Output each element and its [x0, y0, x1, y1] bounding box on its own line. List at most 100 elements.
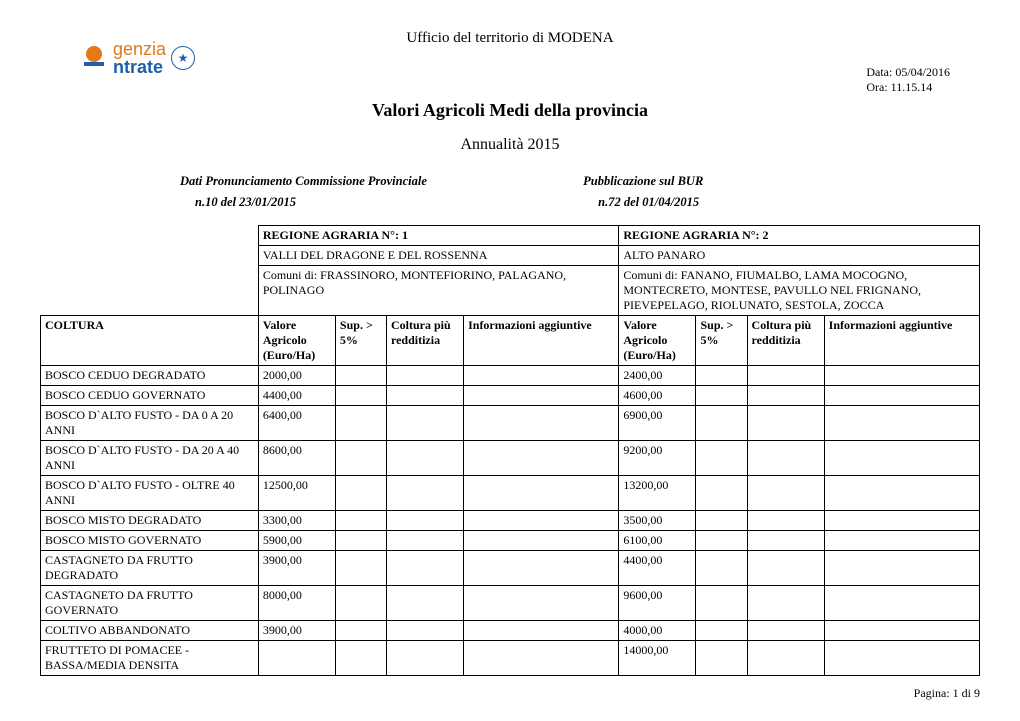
- cell-info2: [824, 511, 979, 531]
- cell-sup1: [335, 441, 386, 476]
- cell-sup2: [696, 441, 747, 476]
- cell-info1: [464, 441, 619, 476]
- cell-coltura: BOSCO D`ALTO FUSTO - DA 0 A 20 ANNI: [41, 406, 259, 441]
- cell-sup2: [696, 386, 747, 406]
- region1-name: VALLI DEL DRAGONE E DEL ROSSENNA: [258, 246, 619, 266]
- meta-right-val: n.72 del 01/04/2015: [598, 195, 699, 210]
- cell-info2: [824, 386, 979, 406]
- date-label: Data: 05/04/2016: [866, 65, 950, 80]
- cell-val2: 4400,00: [619, 551, 696, 586]
- cell-info2: [824, 476, 979, 511]
- region-num-row: REGIONE AGRARIA N°: 1 REGIONE AGRARIA N°…: [41, 226, 980, 246]
- cell-redd2: [747, 406, 824, 441]
- cell-sup1: [335, 511, 386, 531]
- table-row: FRUTTETO DI POMACEE - BASSA/MEDIA DENSIT…: [41, 641, 980, 676]
- cell-coltura: BOSCO MISTO DEGRADATO: [41, 511, 259, 531]
- cell-info2: [824, 441, 979, 476]
- cell-redd2: [747, 641, 824, 676]
- region2-num: REGIONE AGRARIA N°: 2: [623, 228, 768, 242]
- cell-coltura: COLTIVO ABBANDONATO: [41, 621, 259, 641]
- col-redd-2: Coltura più redditizia: [747, 316, 824, 366]
- cell-redd1: [386, 586, 463, 621]
- cell-info2: [824, 621, 979, 641]
- cell-redd2: [747, 386, 824, 406]
- cell-sup2: [696, 621, 747, 641]
- logo: genzia ntrate ★: [80, 40, 195, 76]
- cell-redd1: [386, 406, 463, 441]
- cell-val2: 13200,00: [619, 476, 696, 511]
- cell-redd1: [386, 641, 463, 676]
- cell-redd1: [386, 476, 463, 511]
- col-valore-1: Valore Agricolo (Euro/Ha): [258, 316, 335, 366]
- cell-val1: 3900,00: [258, 551, 335, 586]
- meta-values: n.10 del 23/01/2015 n.72 del 01/04/2015: [180, 195, 980, 210]
- page-footer: Pagina: 1 di 9: [914, 686, 980, 701]
- cell-sup1: [335, 586, 386, 621]
- cell-val2: 9600,00: [619, 586, 696, 621]
- cell-sup1: [335, 621, 386, 641]
- table-row: BOSCO D`ALTO FUSTO - DA 0 A 20 ANNI6400,…: [41, 406, 980, 441]
- cell-sup1: [335, 476, 386, 511]
- cell-info1: [464, 586, 619, 621]
- cell-info2: [824, 366, 979, 386]
- cell-redd1: [386, 531, 463, 551]
- cell-redd2: [747, 531, 824, 551]
- cell-val2: 3500,00: [619, 511, 696, 531]
- cell-info1: [464, 366, 619, 386]
- cell-val1: 8000,00: [258, 586, 335, 621]
- cell-redd2: [747, 476, 824, 511]
- meta-left-val: n.10 del 23/01/2015: [180, 195, 595, 210]
- emblem-icon: ★: [171, 46, 195, 70]
- cell-redd1: [386, 386, 463, 406]
- col-redd-1: Coltura più redditizia: [386, 316, 463, 366]
- date-block: Data: 05/04/2016 Ora: 11.15.14: [866, 65, 950, 95]
- col-coltura: COLTURA: [41, 316, 259, 366]
- cell-sup2: [696, 366, 747, 386]
- time-label: Ora: 11.15.14: [866, 80, 950, 95]
- cell-redd1: [386, 551, 463, 586]
- cell-redd1: [386, 511, 463, 531]
- cell-sup1: [335, 386, 386, 406]
- cell-coltura: BOSCO CEDUO DEGRADATO: [41, 366, 259, 386]
- cell-sup2: [696, 531, 747, 551]
- cell-info1: [464, 406, 619, 441]
- cell-sup1: [335, 531, 386, 551]
- cell-info1: [464, 621, 619, 641]
- cell-info2: [824, 641, 979, 676]
- cell-val2: 4600,00: [619, 386, 696, 406]
- cell-val2: 6100,00: [619, 531, 696, 551]
- cell-redd1: [386, 366, 463, 386]
- cell-sup2: [696, 511, 747, 531]
- cell-sup2: [696, 551, 747, 586]
- cell-info2: [824, 586, 979, 621]
- region1-comuni: Comuni di: FRASSINORO, MONTEFIORINO, PAL…: [258, 266, 619, 316]
- cell-val1: 4400,00: [258, 386, 335, 406]
- cell-info2: [824, 406, 979, 441]
- col-sup-2: Sup. > 5%: [696, 316, 747, 366]
- cell-redd2: [747, 621, 824, 641]
- cell-info1: [464, 641, 619, 676]
- cell-coltura: CASTAGNETO DA FRUTTO GOVERNATO: [41, 586, 259, 621]
- cell-sup2: [696, 641, 747, 676]
- cell-val2: 6900,00: [619, 406, 696, 441]
- cell-val1: 3900,00: [258, 621, 335, 641]
- logo-text: genzia ntrate: [113, 40, 166, 76]
- cell-redd2: [747, 366, 824, 386]
- cell-coltura: BOSCO D`ALTO FUSTO - DA 20 A 40 ANNI: [41, 441, 259, 476]
- data-table: REGIONE AGRARIA N°: 1 REGIONE AGRARIA N°…: [40, 225, 980, 676]
- meta-left-title: Dati Pronunciamento Commissione Provinci…: [180, 174, 580, 189]
- table-row: BOSCO CEDUO DEGRADATO2000,002400,00: [41, 366, 980, 386]
- cell-info1: [464, 531, 619, 551]
- header: Ufficio del territorio di MODENA genzia …: [40, 30, 980, 90]
- cell-val2: 2400,00: [619, 366, 696, 386]
- cell-sup1: [335, 551, 386, 586]
- col-sup-1: Sup. > 5%: [335, 316, 386, 366]
- col-info-2: Informazioni aggiuntive: [824, 316, 979, 366]
- cell-val1: 6400,00: [258, 406, 335, 441]
- table-row: COLTIVO ABBANDONATO3900,004000,00: [41, 621, 980, 641]
- cell-val1: 5900,00: [258, 531, 335, 551]
- main-title: Valori Agricoli Medi della provincia: [40, 100, 980, 121]
- cell-coltura: CASTAGNETO DA FRUTTO DEGRADATO: [41, 551, 259, 586]
- cell-sup1: [335, 406, 386, 441]
- cell-info1: [464, 551, 619, 586]
